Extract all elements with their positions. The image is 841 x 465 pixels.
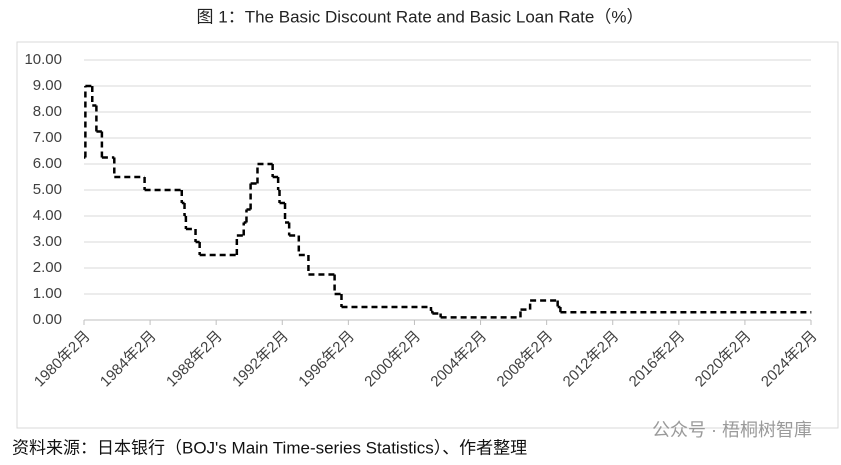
x-tick-label: 1984年2月 (97, 328, 160, 391)
x-tick-label: 2024年2月 (758, 328, 821, 391)
x-tick-label: 2012年2月 (560, 328, 623, 391)
watermark: 公众号 · 梧桐树智庫 (652, 420, 812, 440)
x-tick-label: 2020年2月 (692, 328, 755, 391)
x-tick-label: 2008年2月 (494, 328, 557, 391)
y-tick-label: 6.00 (33, 155, 62, 172)
y-tick-label: 8.00 (33, 103, 62, 120)
y-tick-label: 2.00 (33, 259, 62, 276)
x-tick-label: 1992年2月 (229, 328, 292, 391)
y-tick-label: 0.00 (33, 311, 62, 328)
x-tick-label: 1988年2月 (163, 328, 226, 391)
source-note: 资料来源：日本银行（BOJ's Main Time-series Statist… (12, 438, 527, 457)
chart-frame (16, 41, 839, 429)
x-tick-label: 2004年2月 (427, 328, 490, 391)
y-tick-label: 7.00 (33, 129, 62, 146)
y-tick-label: 10.00 (24, 51, 62, 68)
x-tick-label: 2000年2月 (361, 328, 424, 391)
y-tick-label: 5.00 (33, 181, 62, 198)
chart-title: 图 1：The Basic Discount Rate and Basic Lo… (197, 7, 644, 26)
x-tick-label: 2016年2月 (626, 328, 689, 391)
x-tick-label: 1996年2月 (295, 328, 358, 391)
y-tick-label: 3.00 (33, 233, 62, 250)
x-tick-label: 1980年2月 (31, 328, 94, 391)
y-tick-label: 9.00 (33, 77, 62, 94)
y-tick-label: 1.00 (33, 285, 62, 302)
y-tick-label: 4.00 (33, 207, 62, 224)
